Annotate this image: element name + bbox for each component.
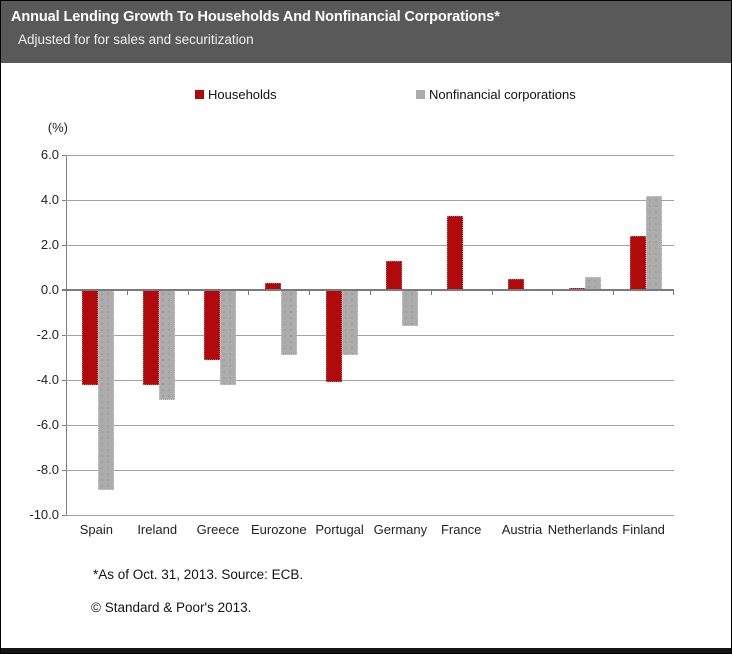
x-tick-mark	[248, 290, 250, 295]
bar-households-ireland	[143, 290, 160, 385]
x-tick-mark	[66, 290, 67, 295]
bar-nonfinancial-eurozone	[280, 290, 297, 356]
y-tick-mark	[62, 244, 66, 246]
x-category-label: Eurozone	[250, 522, 307, 537]
bottom-border-strip	[1, 648, 731, 653]
bar-households-spain	[82, 290, 99, 385]
gridline	[66, 154, 674, 156]
chart-subtitle: Adjusted for for sales and securitizatio…	[18, 32, 254, 47]
households-swatch-icon	[195, 89, 204, 99]
x-tick-mark	[309, 290, 311, 295]
gridline	[66, 514, 674, 516]
nonfinancial-swatch-icon	[416, 89, 425, 99]
y-tick-mark	[62, 469, 66, 471]
y-tick-label: 4.0	[40, 192, 59, 207]
legend-item-nonfinancial: Nonfinancial corporations	[416, 86, 576, 102]
bar-households-portugal	[325, 290, 342, 383]
y-tick-mark	[62, 154, 66, 156]
y-tick-label: 0.0	[40, 282, 59, 297]
y-tick-mark	[62, 514, 66, 516]
y-tick-label: -10.0	[29, 507, 59, 522]
y-tick-label: -4.0	[36, 372, 59, 387]
legend-label-nonfinancial: Nonfinancial corporations	[429, 86, 576, 102]
y-tick-label: 2.0	[40, 237, 59, 252]
plot-area	[62, 154, 674, 516]
x-tick-mark	[552, 290, 554, 295]
y-axis-unit-label: (%)	[47, 120, 68, 135]
x-category-label: Netherlands	[547, 522, 618, 537]
x-category-label: Portugal	[315, 522, 364, 537]
y-tick-mark	[62, 199, 66, 201]
x-tick-mark	[673, 290, 674, 295]
y-tick-mark	[62, 334, 66, 336]
bar-nonfinancial-portugal	[341, 290, 358, 356]
x-tick-mark	[491, 290, 493, 295]
x-tick-mark	[187, 290, 189, 295]
bar-households-germany	[386, 260, 403, 290]
bar-nonfinancial-finland	[645, 195, 662, 290]
y-tick-mark	[62, 379, 66, 381]
gridline	[66, 244, 674, 246]
chart-legend: Households Nonfinancial corporations	[1, 86, 731, 108]
x-category-label: Germany	[373, 522, 428, 537]
x-tick-mark	[430, 290, 432, 295]
x-category-label: Greece	[196, 522, 240, 537]
y-tick-label: -2.0	[36, 327, 59, 342]
y-tick-mark	[62, 424, 66, 426]
footnote-copyright: © Standard & Poor's 2013.	[91, 600, 252, 615]
legend-item-households: Households	[195, 86, 277, 102]
bar-households-finland	[629, 236, 646, 290]
bar-nonfinancial-ireland	[159, 290, 176, 401]
x-category-label: Spain	[79, 522, 114, 537]
bar-nonfinancial-netherlands	[584, 276, 601, 290]
legend-label-households: Households	[208, 86, 277, 102]
bar-nonfinancial-spain	[98, 290, 115, 491]
y-axis-labels: 6.0 4.0 2.0 0.0 -2.0 -4.0 -6.0 -8.0 -10.0	[15, 147, 59, 522]
gridline	[66, 334, 674, 336]
chart-header: Annual Lending Growth To Households And …	[1, 1, 731, 63]
chart-title: Annual Lending Growth To Households And …	[11, 9, 500, 25]
x-tick-mark	[126, 290, 128, 295]
x-tick-mark	[613, 290, 615, 295]
gridline	[66, 199, 674, 201]
bar-nonfinancial-germany	[402, 290, 419, 326]
x-category-label: Ireland	[137, 522, 178, 537]
x-category-label: France	[440, 522, 482, 537]
gridline	[66, 469, 674, 471]
y-tick-label: 6.0	[40, 147, 59, 162]
x-tick-mark	[370, 290, 371, 295]
y-tick-label: -6.0	[36, 417, 59, 432]
gridline	[66, 424, 674, 426]
gridline	[66, 379, 674, 381]
footnote-source: *As of Oct. 31, 2013. Source: ECB.	[93, 567, 304, 582]
x-category-label: Finland	[622, 522, 665, 537]
y-tick-label: -8.0	[36, 462, 59, 477]
bar-nonfinancial-greece	[220, 290, 236, 385]
zero-axis-line	[62, 289, 674, 291]
x-axis-labels: Spain Ireland Greece Eurozone Portugal German…	[66, 522, 674, 540]
x-category-label: Austria	[501, 522, 543, 537]
bar-households-greece	[204, 290, 220, 360]
bar-households-france	[447, 215, 464, 290]
